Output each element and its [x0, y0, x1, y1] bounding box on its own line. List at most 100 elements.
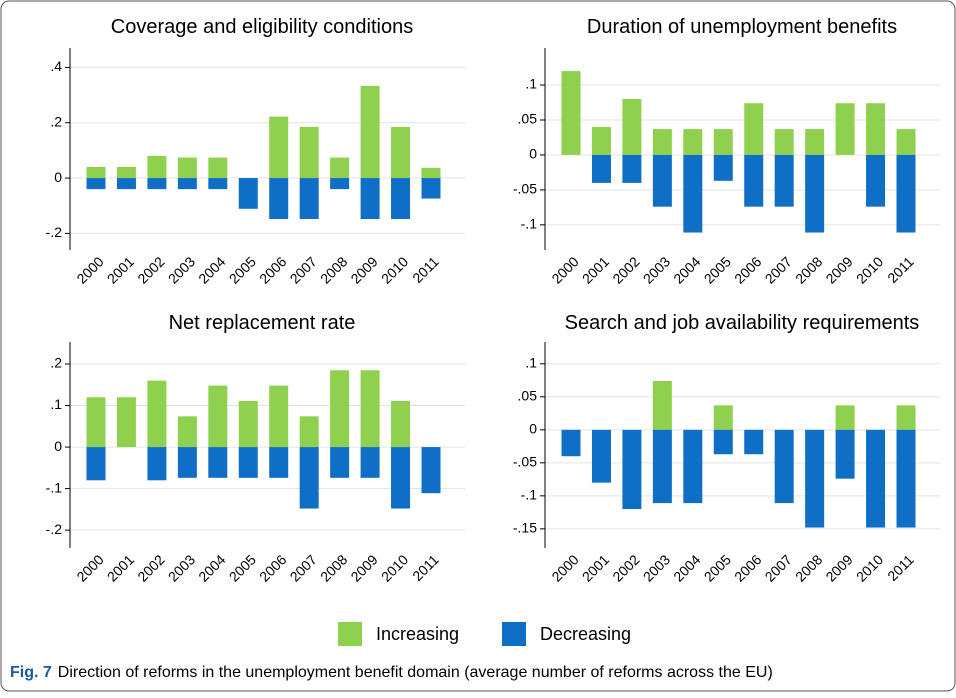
y-tick-label: -.1: [46, 479, 63, 495]
bar: [622, 154, 642, 183]
bar: [805, 154, 825, 233]
x-tick-label: 2000: [548, 551, 581, 584]
bar: [208, 385, 228, 448]
chart-title: Duration of unemployment benefits: [587, 16, 897, 38]
bar: [147, 155, 167, 179]
y-tick-label: .1: [525, 354, 537, 370]
y-tick-label: .1: [50, 396, 62, 412]
bar: [86, 447, 106, 481]
bar: [744, 154, 764, 207]
y-tick-label: 0: [54, 169, 62, 185]
bar: [774, 154, 794, 207]
bar: [713, 405, 733, 430]
bar: [269, 178, 289, 220]
x-tick-label: 2002: [134, 253, 167, 286]
bar: [835, 405, 855, 430]
bar: [177, 157, 197, 179]
y-tick-label: -.05: [513, 181, 537, 197]
x-tick-label: 2001: [579, 551, 612, 584]
bar: [391, 400, 411, 448]
x-tick-label: 2011: [884, 551, 917, 584]
bar: [652, 129, 672, 155]
x-tick-label: 2003: [640, 551, 673, 584]
bar: [835, 429, 855, 479]
bar: [238, 178, 258, 209]
y-tick-label: .1: [525, 76, 537, 92]
x-tick-label: 2010: [378, 253, 411, 286]
legend-label: Increasing: [376, 624, 459, 644]
bar: [591, 126, 611, 155]
bar: [360, 85, 380, 179]
x-tick-label: 2000: [73, 253, 106, 286]
bar: [299, 126, 319, 179]
bar: [330, 370, 350, 448]
bar: [652, 154, 672, 207]
bar: [147, 447, 167, 481]
x-tick-label: 2006: [256, 253, 289, 286]
bar: [421, 167, 441, 179]
bar: [683, 154, 703, 233]
bar: [147, 380, 167, 448]
bar: [360, 447, 380, 478]
x-tick-label: 2010: [378, 551, 411, 584]
x-tick-label: 2007: [287, 253, 320, 286]
x-tick-label: 2008: [792, 551, 825, 584]
bar: [866, 103, 886, 155]
bar: [299, 447, 319, 509]
x-tick-label: 2007: [287, 551, 320, 584]
chart-title: Search and job availability requirements: [565, 312, 920, 334]
y-tick-label: -.1: [521, 216, 538, 232]
y-tick-label: 0: [54, 438, 62, 454]
x-tick-label: 2009: [822, 551, 855, 584]
bar: [208, 157, 228, 179]
x-tick-label: 2007: [762, 253, 795, 286]
caption: Fig. 7 Direction of reforms in the unempl…: [10, 664, 773, 681]
bar: [652, 380, 672, 430]
x-tick-label: 2000: [548, 253, 581, 286]
x-tick-label: 2005: [226, 253, 259, 286]
bar: [238, 400, 258, 448]
x-tick-label: 2002: [609, 551, 642, 584]
y-tick-label: .05: [518, 388, 538, 404]
y-tick-label: -.1: [521, 487, 538, 503]
x-tick-label: 2006: [256, 551, 289, 584]
x-tick-label: 2001: [104, 253, 137, 286]
x-tick-label: 2009: [347, 253, 380, 286]
x-tick-label: 2004: [195, 253, 228, 286]
y-tick-label: .05: [518, 111, 538, 127]
x-tick-label: 2005: [226, 551, 259, 584]
y-tick-label: 0: [529, 421, 537, 437]
chart-title: Net replacement rate: [169, 312, 356, 334]
x-tick-label: 2000: [73, 551, 106, 584]
y-tick-label: .4: [50, 58, 62, 74]
bar: [269, 116, 289, 179]
bar: [269, 385, 289, 448]
bar: [896, 405, 916, 430]
x-tick-label: 2003: [165, 551, 198, 584]
bar: [805, 129, 825, 155]
caption-label: Fig. 7: [10, 664, 52, 681]
bar: [208, 447, 228, 478]
bar: [744, 103, 764, 155]
bar: [391, 126, 411, 179]
bar: [238, 447, 258, 478]
bar: [269, 447, 289, 478]
bar: [744, 429, 764, 455]
y-tick-label: .2: [50, 355, 62, 371]
bar: [86, 397, 106, 448]
x-tick-label: 2011: [409, 551, 442, 584]
bar: [713, 129, 733, 155]
bar: [896, 129, 916, 155]
bar: [896, 429, 916, 528]
legend-swatch: [338, 622, 362, 646]
bar: [391, 447, 411, 509]
x-tick-label: 2004: [670, 551, 703, 584]
bar: [147, 178, 167, 190]
x-tick-label: 2008: [792, 253, 825, 286]
bar: [622, 99, 642, 155]
x-tick-label: 2009: [822, 253, 855, 286]
x-tick-label: 2005: [701, 551, 734, 584]
bar: [805, 429, 825, 528]
x-tick-label: 2010: [853, 253, 886, 286]
